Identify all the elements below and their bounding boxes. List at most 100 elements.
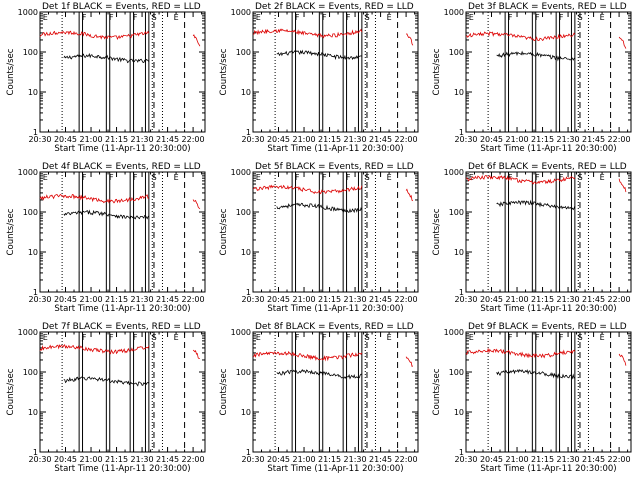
y-tick-label: 1 bbox=[33, 448, 38, 457]
y-tick-label: 1 bbox=[459, 288, 464, 297]
event-mark-label: E bbox=[387, 173, 392, 182]
event-mark-label: S bbox=[578, 13, 583, 22]
lld-series-red-tail bbox=[618, 178, 627, 193]
x-tick-label: 21:30 bbox=[557, 455, 580, 464]
events-series-black bbox=[496, 369, 576, 380]
event-mark-label: F bbox=[295, 173, 300, 182]
x-axis-label: Start Time (11-Apr-11 20:30:00) bbox=[54, 304, 190, 314]
event-mark-label: F bbox=[535, 173, 540, 182]
x-tick-label: 20:45 bbox=[480, 455, 503, 464]
detector-panel: Det 7f BLACK = Events, RED = LLD 1 10 100 10… bbox=[0, 320, 213, 480]
event-mark-label: F bbox=[322, 13, 327, 22]
x-axis-label: Start Time (11-Apr-11 20:30:00) bbox=[480, 144, 616, 154]
y-tick-label: 10 bbox=[454, 408, 464, 417]
lld-series-red-tail bbox=[405, 356, 414, 367]
x-tick-label: 20:30 bbox=[28, 135, 51, 144]
event-mark-label: S bbox=[365, 13, 370, 22]
x-tick-label: 21:00 bbox=[79, 135, 102, 144]
events-series-black bbox=[63, 209, 150, 220]
x-axis-label: Start Time (11-Apr-11 20:30:00) bbox=[54, 464, 190, 474]
lld-series-red bbox=[39, 193, 149, 204]
y-tick-label: 10 bbox=[454, 88, 464, 97]
x-tick-label: 21:45 bbox=[369, 135, 392, 144]
event-mark-label: E bbox=[43, 13, 48, 22]
plot-frame bbox=[465, 11, 632, 133]
event-mark-label: F bbox=[559, 13, 564, 22]
x-tick-label: 22:00 bbox=[395, 295, 418, 304]
panel-svg: Det 7f BLACK = Events, RED = LLD 1 10 100 10… bbox=[6, 322, 206, 474]
event-mark-label: F bbox=[109, 173, 114, 182]
event-mark-label: E bbox=[600, 333, 605, 342]
panel-title: Det 8f BLACK = Events, RED = LLD bbox=[255, 322, 414, 332]
events-series-black bbox=[276, 369, 362, 380]
y-tick-label: 100 bbox=[449, 48, 464, 57]
plot-frame bbox=[252, 171, 419, 293]
x-tick-label: 22:00 bbox=[608, 455, 631, 464]
y-tick-label: 10 bbox=[28, 248, 38, 257]
x-tick-label: 21:15 bbox=[531, 295, 554, 304]
y-tick-label: 1000 bbox=[444, 168, 464, 177]
lld-series-red bbox=[252, 350, 363, 362]
x-tick-label: 22:00 bbox=[395, 455, 418, 464]
event-mark-label: E bbox=[469, 13, 474, 22]
y-axis-label: Counts/sec bbox=[6, 48, 16, 95]
x-tick-label: 20:45 bbox=[267, 135, 290, 144]
x-tick-label: 20:45 bbox=[480, 295, 503, 304]
event-mark-label: F bbox=[295, 13, 300, 22]
x-tick-label: 21:45 bbox=[156, 135, 179, 144]
detector-panel: Det 2f BLACK = Events, RED = LLD 1 10 100 10… bbox=[213, 0, 426, 160]
event-mark-label: F bbox=[535, 333, 540, 342]
panel-svg: Det 6f BLACK = Events, RED = LLD 1 10 100 10… bbox=[432, 162, 632, 314]
y-axis-label: Counts/sec bbox=[6, 368, 16, 415]
x-tick-label: 21:00 bbox=[505, 455, 528, 464]
x-tick-label: 21:45 bbox=[369, 295, 392, 304]
x-tick-label: 21:00 bbox=[505, 135, 528, 144]
panel-title: Det 1f BLACK = Events, RED = LLD bbox=[42, 2, 201, 12]
y-tick-label: 10 bbox=[241, 408, 251, 417]
lld-series-red bbox=[39, 30, 150, 41]
events-series-black bbox=[63, 52, 150, 64]
x-tick-label: 20:45 bbox=[267, 455, 290, 464]
y-tick-label: 100 bbox=[236, 368, 251, 377]
events-series-black bbox=[63, 376, 150, 387]
event-mark-label: S bbox=[152, 333, 157, 342]
event-mark-label: S bbox=[365, 333, 370, 342]
plot-frame bbox=[39, 171, 206, 293]
x-tick-label: 21:15 bbox=[105, 455, 128, 464]
lld-series-red bbox=[253, 184, 363, 195]
y-axis-label: Counts/sec bbox=[432, 208, 442, 255]
x-tick-label: 20:30 bbox=[28, 295, 51, 304]
lld-series-red bbox=[465, 174, 576, 185]
x-tick-label: 21:15 bbox=[318, 295, 341, 304]
y-axis-label: Counts/sec bbox=[6, 208, 16, 255]
y-tick-label: 100 bbox=[236, 48, 251, 57]
x-tick-label: 21:00 bbox=[292, 455, 315, 464]
event-mark-label: E bbox=[600, 13, 605, 22]
y-tick-label: 10 bbox=[454, 248, 464, 257]
event-mark-label: F bbox=[82, 173, 87, 182]
x-tick-label: 21:45 bbox=[156, 295, 179, 304]
y-axis-label: Counts/sec bbox=[432, 48, 442, 95]
events-series-black bbox=[276, 49, 362, 61]
event-mark-label: E bbox=[43, 173, 48, 182]
event-mark-label: E bbox=[174, 333, 179, 342]
event-mark-label: S bbox=[365, 173, 370, 182]
x-axis-label: Start Time (11-Apr-11 20:30:00) bbox=[267, 464, 403, 474]
y-tick-label: 1000 bbox=[18, 168, 38, 177]
x-tick-label: 21:15 bbox=[531, 455, 554, 464]
y-tick-label: 100 bbox=[23, 48, 38, 57]
lld-series-red-tail bbox=[405, 188, 414, 202]
y-axis-label: Counts/sec bbox=[219, 48, 229, 95]
y-tick-label: 1 bbox=[459, 448, 464, 457]
event-mark-label: S bbox=[152, 13, 157, 22]
event-mark-label: S bbox=[578, 173, 583, 182]
x-tick-label: 21:30 bbox=[131, 455, 154, 464]
event-mark-label: E bbox=[469, 173, 474, 182]
event-mark-label: F bbox=[535, 13, 540, 22]
x-tick-label: 20:45 bbox=[480, 135, 503, 144]
x-axis-label: Start Time (11-Apr-11 20:30:00) bbox=[54, 144, 190, 154]
x-tick-label: 22:00 bbox=[608, 295, 631, 304]
lld-series-red-tail bbox=[618, 36, 627, 49]
panel-title: Det 4f BLACK = Events, RED = LLD bbox=[42, 162, 201, 172]
y-tick-label: 1 bbox=[246, 448, 251, 457]
